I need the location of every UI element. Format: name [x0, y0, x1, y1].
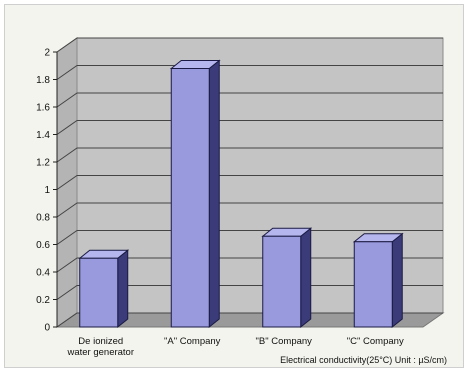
gridline — [56, 230, 443, 245]
gridline — [56, 37, 443, 53]
x-category-label: De ionized — [78, 336, 123, 347]
gridline — [56, 175, 443, 190]
gridline — [56, 120, 443, 135]
x-category-label: "A" Company — [164, 336, 221, 347]
bar — [79, 257, 119, 328]
bar — [262, 235, 302, 328]
y-tick-label: 1.2 — [36, 158, 50, 169]
x-category-label: water generator — [66, 347, 134, 358]
gridline — [56, 92, 443, 108]
x-category-label: "B" Company — [256, 336, 313, 347]
gridline — [56, 147, 443, 163]
x-category-label: "C" Company — [347, 336, 404, 347]
x-axis-title: Electrical conductivity(25°C) Unit : µS/… — [280, 355, 447, 365]
y-tick-label: 1.4 — [36, 130, 50, 141]
bar-side — [117, 249, 129, 329]
bar-side — [208, 59, 220, 329]
y-tick-label: 1 — [44, 185, 50, 196]
gridline — [56, 65, 443, 80]
y-tick-label: 1.8 — [36, 75, 50, 86]
gridline — [56, 257, 443, 273]
gridline — [56, 202, 443, 218]
y-tick-label: 0.2 — [36, 295, 50, 306]
bar — [353, 241, 393, 328]
y-tick-label: 1.6 — [36, 103, 50, 114]
bar — [170, 68, 210, 328]
chart-frame: 0 0.2 0.4 0.6 0.8 1 1.2 1.4 1.6 1.8 2 De ionized wat… — [4, 4, 464, 368]
bar-side — [300, 227, 312, 329]
gridline — [56, 312, 443, 328]
gridline — [56, 285, 443, 300]
y-tick-label: 2 — [44, 48, 50, 59]
bar-side — [391, 232, 403, 329]
y-tick-label: 0.8 — [36, 213, 50, 224]
y-tick-label: 0.4 — [36, 268, 50, 279]
bar-chart: 0 0.2 0.4 0.6 0.8 1 1.2 1.4 1.6 1.8 2 De ionizedwat… — [36, 37, 447, 365]
y-tick-label: 0 — [44, 323, 50, 334]
y-tick-label: 0.6 — [36, 240, 50, 251]
